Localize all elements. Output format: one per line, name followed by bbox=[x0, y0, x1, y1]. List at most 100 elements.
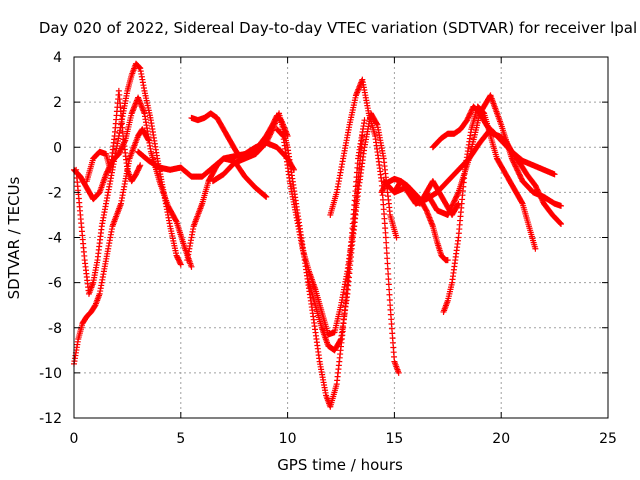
chart-title: Day 020 of 2022, Sidereal Day-to-day VTE… bbox=[39, 19, 637, 37]
series-track-11 bbox=[327, 76, 402, 376]
x-tick-label: 5 bbox=[176, 431, 185, 447]
x-tick-label: 25 bbox=[599, 431, 617, 447]
data-point-marker bbox=[145, 137, 152, 144]
series-track-9 bbox=[273, 126, 366, 338]
data-point-marker bbox=[177, 261, 184, 268]
data-point-marker bbox=[515, 170, 522, 177]
data-point-marker bbox=[551, 171, 558, 178]
data-point-marker bbox=[385, 270, 392, 277]
data-point-marker bbox=[558, 202, 565, 209]
data-point-marker bbox=[465, 113, 472, 120]
series-track-10 bbox=[305, 110, 400, 354]
data-point-marker bbox=[452, 194, 459, 201]
x-axis-label: GPS time / hours bbox=[277, 456, 403, 474]
y-tick-label: -2 bbox=[48, 185, 62, 201]
data-point-marker bbox=[385, 281, 392, 288]
data-point-marker bbox=[265, 134, 272, 141]
data-point-marker bbox=[516, 171, 523, 178]
data-point-marker bbox=[449, 202, 456, 209]
data-point-marker bbox=[103, 171, 110, 178]
data-point-marker bbox=[466, 111, 473, 118]
y-tick-label: 0 bbox=[53, 140, 62, 156]
data-point-marker bbox=[532, 245, 539, 252]
y-axis-label: SDTVAR / TECUs bbox=[5, 176, 23, 299]
data-point-marker bbox=[337, 337, 344, 344]
data-point-marker bbox=[279, 131, 286, 138]
data-point-marker bbox=[382, 234, 389, 241]
data-point-marker bbox=[172, 217, 179, 224]
data-point-marker bbox=[557, 220, 564, 227]
y-tick-label: -12 bbox=[39, 411, 62, 427]
y-tick-label: 4 bbox=[53, 50, 62, 66]
grid-layer bbox=[74, 57, 608, 418]
data-point-marker bbox=[361, 117, 368, 124]
x-tick-label: 20 bbox=[492, 431, 510, 447]
y-tick-label: -8 bbox=[48, 321, 62, 337]
data-point-marker bbox=[556, 219, 563, 226]
data-point-marker bbox=[449, 201, 456, 208]
data-point-marker bbox=[266, 132, 273, 139]
data-point-marker bbox=[518, 175, 525, 182]
data-point-marker bbox=[455, 200, 462, 207]
data-point-marker bbox=[513, 164, 520, 171]
series-track-15 bbox=[429, 103, 565, 227]
data-point-marker bbox=[509, 156, 516, 163]
data-point-marker bbox=[451, 197, 458, 204]
data-point-marker bbox=[383, 250, 390, 257]
data-point-marker bbox=[467, 110, 474, 117]
data-point-marker bbox=[145, 136, 152, 143]
data-point-marker bbox=[518, 199, 525, 206]
data-point-marker bbox=[386, 286, 393, 293]
data-point-marker bbox=[444, 257, 451, 264]
data-point-marker bbox=[514, 167, 521, 174]
data-point-marker bbox=[265, 135, 272, 142]
data-point-marker bbox=[263, 139, 270, 146]
y-tick-label: -4 bbox=[48, 231, 62, 247]
data-point-marker bbox=[511, 160, 518, 167]
data-point-marker bbox=[264, 137, 271, 144]
data-point-marker bbox=[517, 174, 524, 181]
data-point-marker bbox=[513, 166, 520, 173]
data-point-marker bbox=[558, 220, 565, 227]
data-point-marker bbox=[454, 201, 461, 208]
data-point-marker bbox=[267, 130, 274, 137]
data-point-marker bbox=[263, 193, 270, 200]
data-point-marker bbox=[512, 162, 519, 169]
data-point-marker bbox=[135, 63, 142, 70]
data-point-marker bbox=[467, 109, 474, 116]
data-point-marker bbox=[510, 158, 517, 165]
data-point-marker bbox=[385, 276, 392, 283]
data-point-marker bbox=[454, 190, 461, 197]
data-point-marker bbox=[384, 265, 391, 272]
data-points-layer bbox=[71, 60, 565, 410]
data-point-marker bbox=[103, 169, 110, 176]
data-point-marker bbox=[395, 369, 402, 376]
data-point-marker bbox=[269, 127, 276, 134]
data-point-marker bbox=[453, 193, 460, 200]
data-point-marker bbox=[177, 260, 184, 267]
data-point-marker bbox=[464, 115, 471, 122]
data-point-marker bbox=[137, 162, 144, 169]
data-point-marker bbox=[136, 64, 143, 71]
data-point-marker bbox=[386, 296, 393, 303]
axis-ticks-layer bbox=[73, 56, 609, 419]
y-tick-label: 2 bbox=[53, 95, 62, 111]
data-point-marker bbox=[383, 244, 390, 251]
data-point-marker bbox=[384, 260, 391, 267]
data-point-marker bbox=[512, 163, 519, 170]
data-point-marker bbox=[263, 138, 270, 145]
data-point-marker bbox=[393, 234, 400, 241]
data-point-marker bbox=[384, 255, 391, 262]
data-point-marker bbox=[188, 263, 195, 270]
data-point-marker bbox=[517, 172, 524, 179]
x-tick-label: 10 bbox=[279, 431, 297, 447]
data-point-marker bbox=[464, 117, 471, 124]
y-tick-label: -6 bbox=[48, 276, 62, 292]
data-point-marker bbox=[510, 159, 517, 166]
data-point-marker bbox=[468, 107, 475, 114]
data-point-marker bbox=[136, 163, 143, 170]
x-tick-label: 0 bbox=[70, 431, 79, 447]
data-point-marker bbox=[452, 196, 459, 203]
data-point-marker bbox=[268, 128, 275, 135]
data-point-marker bbox=[515, 168, 522, 175]
